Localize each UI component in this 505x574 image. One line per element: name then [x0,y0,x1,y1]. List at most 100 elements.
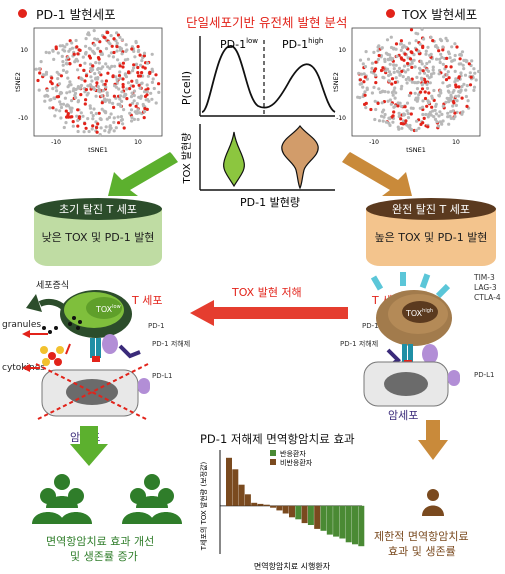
tsne-point [365,87,369,92]
tsne-point [78,86,82,90]
tsne-point [392,105,396,109]
tsne-point [96,76,100,80]
tsne-point [138,74,142,78]
tsne-point [382,115,386,119]
tsne-point [64,109,68,113]
tsne-point [455,45,459,49]
tsne-point [431,39,435,43]
tsne-point [447,76,451,80]
tsne-point [107,40,111,44]
tsne-point [376,57,380,62]
tsne-point [363,93,367,97]
tsne-point [41,73,45,77]
tsne-point [132,66,136,70]
tsne-point [393,80,397,84]
tsne-point [396,101,400,105]
tsne-point [377,87,381,91]
tsne-point [394,91,398,95]
brown-arrow-shape [342,152,412,196]
tsne-point [408,57,413,61]
tsne-point [86,91,90,95]
tsne-point [372,85,376,89]
tsne-point [135,102,139,106]
right-pdl1-label: PD-L1 [474,371,495,379]
tsne-point [122,108,126,112]
tsne-point [401,45,405,49]
tsne-point [401,75,405,79]
tsne-point [91,64,95,68]
tsne-point [136,117,140,122]
tsne-point [115,45,119,49]
tsne-point [387,58,391,62]
tsne-point [73,91,78,95]
tsne-point [366,57,371,61]
tsne-point [441,104,445,108]
tsne-point [97,57,101,61]
tsne-point [84,74,89,78]
tsne-point [64,121,68,125]
tsne-point [118,94,123,98]
tsne-point [137,83,141,87]
violin-ylabel: TOX 발현량 [181,133,193,185]
tsne-point [51,87,55,91]
tsne-point [128,111,132,115]
tsne-point [357,71,361,75]
chart-ylabel: T세포의 TOX 발현량 (보정값) [199,461,208,551]
tsne-point [116,58,120,62]
proliferation-label: 세포증식 [36,281,70,291]
tsne-point [109,112,113,116]
right-tsne-frame [351,27,481,137]
tsne-point [150,97,154,101]
tsne-point [96,122,100,126]
tsne-point [472,67,476,71]
tsne-point [439,89,443,93]
green-arrow-shape [108,152,178,196]
tsne-point [399,87,403,91]
tsne-point [464,88,468,92]
tsne-point [68,90,72,94]
tsne-point [408,78,412,82]
tsne-point [79,76,83,80]
tsne-point [445,56,449,61]
tsne-point [77,48,81,52]
tsne-point [121,82,125,87]
tsne-point [439,91,443,95]
tox-inhibition-arrow [190,300,348,326]
tsne-point [75,45,79,49]
right-tumor-nucleus [384,372,428,396]
tsne-point [427,112,431,116]
tsne-point [108,100,112,104]
tsne-point [99,73,103,77]
tsne-point [101,89,105,93]
tsne-point [84,88,88,92]
tsne-point [143,107,147,111]
tsne-point [415,99,419,103]
tsne-point [358,78,362,82]
tsne-point [49,80,53,84]
left-outcome-line1: 면역항암치료 효과 개선 [46,535,155,548]
red-arrow-shape [190,300,348,326]
tsne-point [136,45,140,49]
tsne-point [120,99,124,103]
tsne-point [459,88,463,92]
tsne-point [71,124,75,128]
tsne-point [134,104,138,108]
tsne-point [431,68,435,72]
tsne-point [404,45,408,49]
tsne-point [96,38,100,42]
tsne-point [66,56,70,60]
tsne-point [100,94,104,98]
tsne-point [118,70,122,74]
tsne-point [447,122,451,126]
tsne-point [396,125,400,129]
tsne-point [429,35,433,39]
tsne-point [111,75,115,79]
tsne-point [84,44,88,48]
right-tumor-label: 암세포 [388,409,419,422]
chart-xlabel: 면역항암치료 시행환자 [254,561,331,571]
tsne-point [48,98,52,102]
left-tcell-label: T 세포 [132,294,163,307]
tsne-point [389,102,393,106]
analysis-title: 단일세포기반 유전체 발현 분석 [186,15,348,30]
tsne-point [433,108,437,112]
